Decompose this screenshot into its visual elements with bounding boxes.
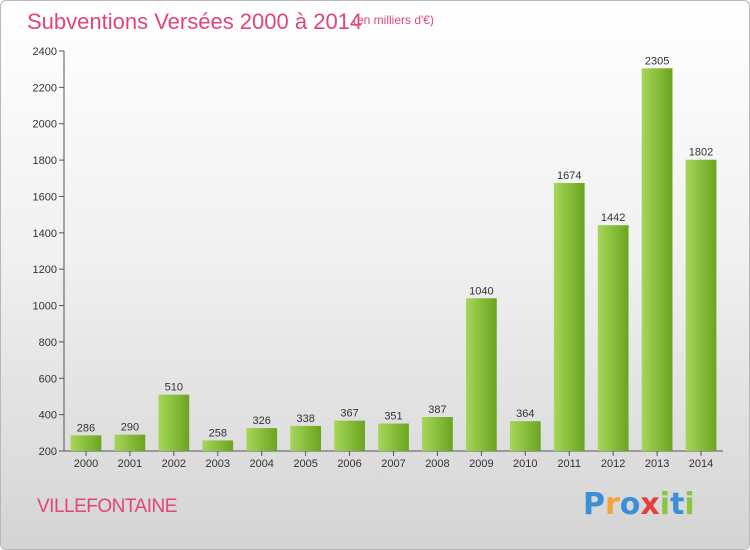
data-labels: 286 290 510 258 326 338 367 351 387 1040 364 1674 14… [77,55,713,439]
bar [378,423,409,451]
y-tick-label: 200 [39,446,57,458]
y-tick-label: 400 [39,410,57,422]
proxiti-logo: Proxiti [583,487,695,522]
logo-letter: t [670,487,685,522]
bar [334,420,365,451]
y-tick-label: 1600 [33,191,57,203]
x-tick-label: 2004 [249,458,273,470]
x-tick-label: 2000 [74,458,98,470]
bar-value-label: 1674 [557,170,581,182]
bar-value-label: 326 [253,415,271,427]
bar-value-label: 290 [121,422,139,434]
bar-value-label: 351 [384,411,402,423]
bar-value-label: 338 [296,413,314,425]
logo-letter: i [684,487,695,522]
x-tick-label: 2011 [557,458,581,470]
y-tick-label: 2400 [33,46,57,58]
bar [70,435,102,451]
bar-value-label: 364 [516,408,534,420]
logo-letter: P [583,487,605,522]
city-name: VILLEFONTAINE [37,496,177,517]
y-tick-label: 1400 [33,228,57,240]
logo-letter: o [619,487,641,522]
logo-letter: i [659,487,671,522]
x-tick-label: 2006 [337,458,361,470]
x-tick-label: 2012 [601,458,625,470]
bar [246,428,278,451]
y-tick-label: 800 [39,337,57,349]
bars [70,68,717,451]
chart-subtitle: (en milliers d'€) [353,13,434,27]
bar [553,183,585,451]
bar [597,225,629,451]
bar [202,440,234,451]
y-tick-label: 1800 [33,155,57,167]
x-tick-label: 2005 [293,458,317,470]
axes: 200 400 600 800 1000 1200 1400 1600 1800 2000 2200… [33,46,723,470]
y-tick-label: 2200 [33,82,57,94]
y-tick-label: 2000 [33,119,57,131]
bar-value-label: 367 [340,408,358,420]
bar-value-label: 258 [209,427,227,439]
bar [509,421,541,451]
x-tick-label: 2001 [118,458,142,470]
bar-value-label: 510 [165,382,183,394]
bar-value-label: 1802 [689,147,713,159]
x-tick-label: 2009 [469,458,493,470]
bar [158,394,190,451]
x-tick-label: 2013 [645,458,669,470]
bar [114,434,146,451]
bar [685,159,717,451]
logo-letter: r [605,487,620,522]
y-tick-label: 1000 [33,301,57,313]
x-tick-label: 2002 [162,458,186,470]
x-tick-label: 2010 [513,458,537,470]
bar-value-label: 2305 [645,55,669,67]
bar-value-label: 286 [77,422,95,434]
x-tick-label: 2007 [381,458,405,470]
x-tick-label: 2003 [206,458,230,470]
bar-value-label: 1040 [469,285,493,297]
bar [290,425,322,451]
bar-value-label: 387 [428,404,446,416]
x-tick-label: 2014 [689,458,713,470]
y-tick-label: 600 [39,373,57,385]
chart-title: Subventions Versées 2000 à 2014 [27,9,363,34]
bar [641,68,673,451]
bar [465,298,497,451]
x-tick-label: 2008 [425,458,449,470]
logo-letter: x [640,487,660,522]
bar-value-label: 1442 [601,212,625,224]
y-tick-label: 1200 [33,264,57,276]
bar [422,417,453,451]
